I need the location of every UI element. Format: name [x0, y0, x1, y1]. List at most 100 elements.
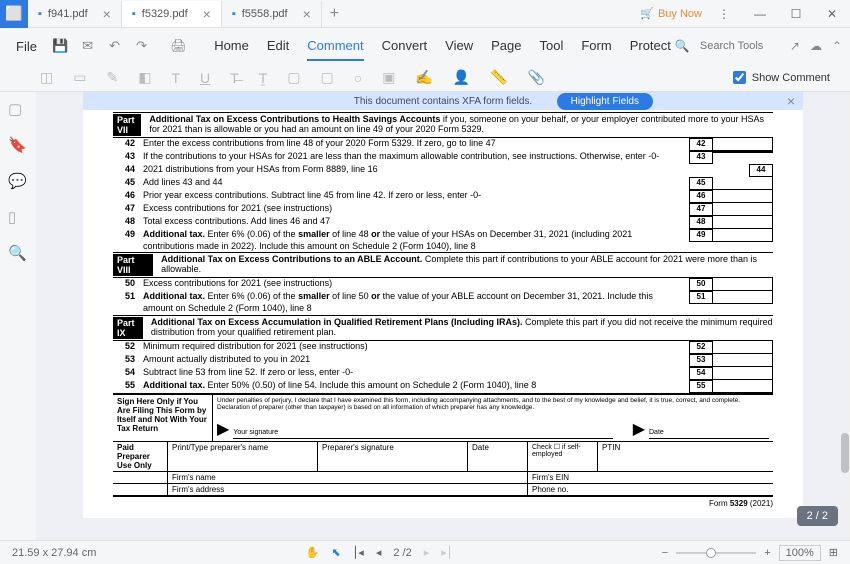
callout-tool-icon[interactable]: ▢	[320, 69, 333, 86]
search-icon[interactable]: 🔍	[675, 39, 690, 53]
close-button[interactable]: ✕	[818, 1, 846, 27]
sign-here-label: Sign Here Only if You Are Filing This Fo…	[113, 395, 213, 441]
preparer-table: Paid Preparer Use Only Print/Type prepar…	[113, 441, 773, 497]
tab-label: f941.pdf	[48, 8, 88, 20]
underline-tool-icon[interactable]: U	[200, 70, 210, 86]
highlight-fields-button[interactable]: Highlight Fields	[557, 93, 653, 110]
page-dimensions: 21.59 x 27.94 cm	[12, 547, 96, 559]
caret-tool-icon[interactable]: Ṯ	[259, 70, 268, 86]
show-comment-label: Show Comment	[752, 72, 830, 84]
close-icon[interactable]: ×	[103, 6, 111, 22]
part9-title: Additional Tax on Excess Accumulation in…	[151, 317, 523, 327]
app-icon[interactable]: ⬜	[0, 0, 28, 28]
buy-now-button[interactable]: 🛒 Buy Now	[640, 7, 702, 20]
line-54: 54Subtract line 53 from line 52. If zero…	[113, 367, 773, 380]
minimize-button[interactable]: —	[746, 1, 774, 27]
zoom-in-icon[interactable]: +	[764, 547, 770, 559]
undo-icon[interactable]: ↶	[103, 34, 126, 58]
hand-tool-icon[interactable]: ✋	[306, 546, 320, 559]
cart-icon: 🛒	[640, 7, 654, 20]
your-signature-label: Your signature	[233, 429, 612, 436]
tab-page[interactable]: Page	[491, 32, 521, 61]
note-tool-icon[interactable]: ◫	[40, 69, 53, 86]
signature-tool-icon[interactable]: ✍	[415, 69, 432, 86]
measure-tool-icon[interactable]: 📏	[490, 69, 507, 86]
tab-label: f5329.pdf	[142, 8, 188, 20]
next-page-icon[interactable]: ▸	[424, 546, 430, 559]
redo-icon[interactable]: ↷	[130, 34, 153, 58]
part-vii-header: Part VII Additional Tax on Excess Contri…	[113, 112, 773, 138]
add-tab-button[interactable]: +	[322, 5, 347, 23]
file-menu[interactable]: File	[8, 39, 45, 54]
stamp-tool-icon[interactable]: ▣	[382, 69, 395, 86]
tab-doc-icon: ▪	[38, 8, 42, 20]
tab-convert[interactable]: Convert	[382, 32, 428, 61]
strikethrough-tool-icon[interactable]: T̶	[230, 70, 239, 86]
tab-protect[interactable]: Protect	[630, 32, 671, 61]
sign-section: Sign Here Only if You Are Filing This Fo…	[113, 393, 773, 441]
select-tool-icon[interactable]: ⬉	[331, 546, 340, 559]
document-viewport[interactable]: This document contains XFA form fields. …	[36, 92, 850, 540]
buy-now-label: Buy Now	[658, 8, 702, 20]
bookmarks-icon[interactable]: 🔖	[8, 136, 28, 156]
tab-view[interactable]: View	[445, 32, 473, 61]
prev-page-icon[interactable]: ◂	[376, 546, 382, 559]
part-viii-header: Part VIII Additional Tax on Excess Contr…	[113, 252, 773, 278]
highlight-tool-icon[interactable]: ▭	[73, 69, 86, 86]
line-43: 43If the contributions to your HSAs for …	[113, 151, 773, 164]
zoom-thumb[interactable]	[706, 548, 716, 558]
banner-close-icon[interactable]: ×	[787, 93, 795, 109]
fit-page-icon[interactable]: ⊞	[829, 546, 838, 559]
attachments-panel-icon[interactable]: ▯	[8, 208, 28, 228]
cloud-icon[interactable]: ☁	[810, 39, 822, 53]
menu-icon[interactable]: ⋮	[710, 1, 738, 27]
page-indicator: 2 / 2	[797, 506, 838, 526]
tab-f5558[interactable]: ▪ f5558.pdf ×	[222, 1, 322, 27]
scroll-thumb[interactable]	[841, 433, 849, 473]
share-icon[interactable]: ↗	[790, 39, 800, 53]
close-icon[interactable]: ×	[203, 6, 211, 22]
textbox-tool-icon[interactable]: ▢	[287, 69, 300, 86]
part-label: Part VII	[113, 114, 141, 136]
search-panel-icon[interactable]: 🔍	[8, 244, 28, 264]
close-icon[interactable]: ×	[303, 6, 311, 22]
line-51: 51Additional tax. Enter 6% (0.06) of the…	[113, 291, 773, 314]
sign-arrow-icon: ▶	[217, 419, 229, 439]
tab-form[interactable]: Form	[581, 32, 611, 61]
attachment-tool-icon[interactable]: 📎	[528, 69, 545, 86]
show-comment-checkbox[interactable]	[733, 71, 746, 84]
search-input[interactable]	[700, 40, 780, 52]
vertical-scrollbar[interactable]	[840, 92, 850, 538]
preparer-name-label: Print/Type preparer's name	[168, 442, 318, 471]
tab-comment[interactable]: Comment	[307, 32, 363, 61]
last-page-icon[interactable]: ▸⎮	[441, 546, 452, 559]
thumbnails-icon[interactable]: ▢	[8, 100, 28, 120]
tab-f941[interactable]: ▪ f941.pdf ×	[28, 1, 122, 27]
zoom-slider[interactable]	[676, 552, 756, 554]
tab-f5329[interactable]: ▪ f5329.pdf ×	[122, 1, 222, 27]
menubar: File 💾 ✉ ↶ ↷ 🖨 Home Edit Comment Convert…	[0, 28, 850, 64]
line-42: 42Enter the excess contributions from li…	[113, 138, 773, 151]
shape-tool-icon[interactable]: ○	[354, 70, 362, 86]
line-52: 52Minimum required distribution for 2021…	[113, 341, 773, 354]
maximize-button[interactable]: ☐	[782, 1, 810, 27]
tab-edit[interactable]: Edit	[267, 32, 289, 61]
tab-doc-icon: ▪	[132, 8, 136, 20]
save-icon[interactable]: 💾	[49, 34, 72, 58]
pencil-tool-icon[interactable]: ✎	[106, 69, 118, 86]
zoom-percent[interactable]: 100%	[779, 545, 821, 561]
print-icon[interactable]: 🖨	[167, 34, 190, 58]
line-48: 48Total excess contributions. Add lines …	[113, 216, 773, 229]
comments-icon[interactable]: 💬	[8, 172, 28, 192]
zoom-out-icon[interactable]: −	[662, 547, 668, 559]
text-highlight-icon[interactable]: T	[171, 70, 180, 86]
firms-addr-label: Firm's address	[168, 484, 528, 495]
user-tool-icon[interactable]: 👤	[453, 69, 470, 86]
first-page-icon[interactable]: ⎮◂	[353, 546, 364, 559]
eraser-tool-icon[interactable]: ◧	[138, 69, 151, 86]
mail-icon[interactable]: ✉	[76, 34, 99, 58]
tab-home[interactable]: Home	[214, 32, 249, 61]
tab-tool[interactable]: Tool	[540, 32, 564, 61]
page-number[interactable]: 2 /2	[393, 547, 411, 559]
expand-icon[interactable]: ⌃	[832, 39, 842, 53]
